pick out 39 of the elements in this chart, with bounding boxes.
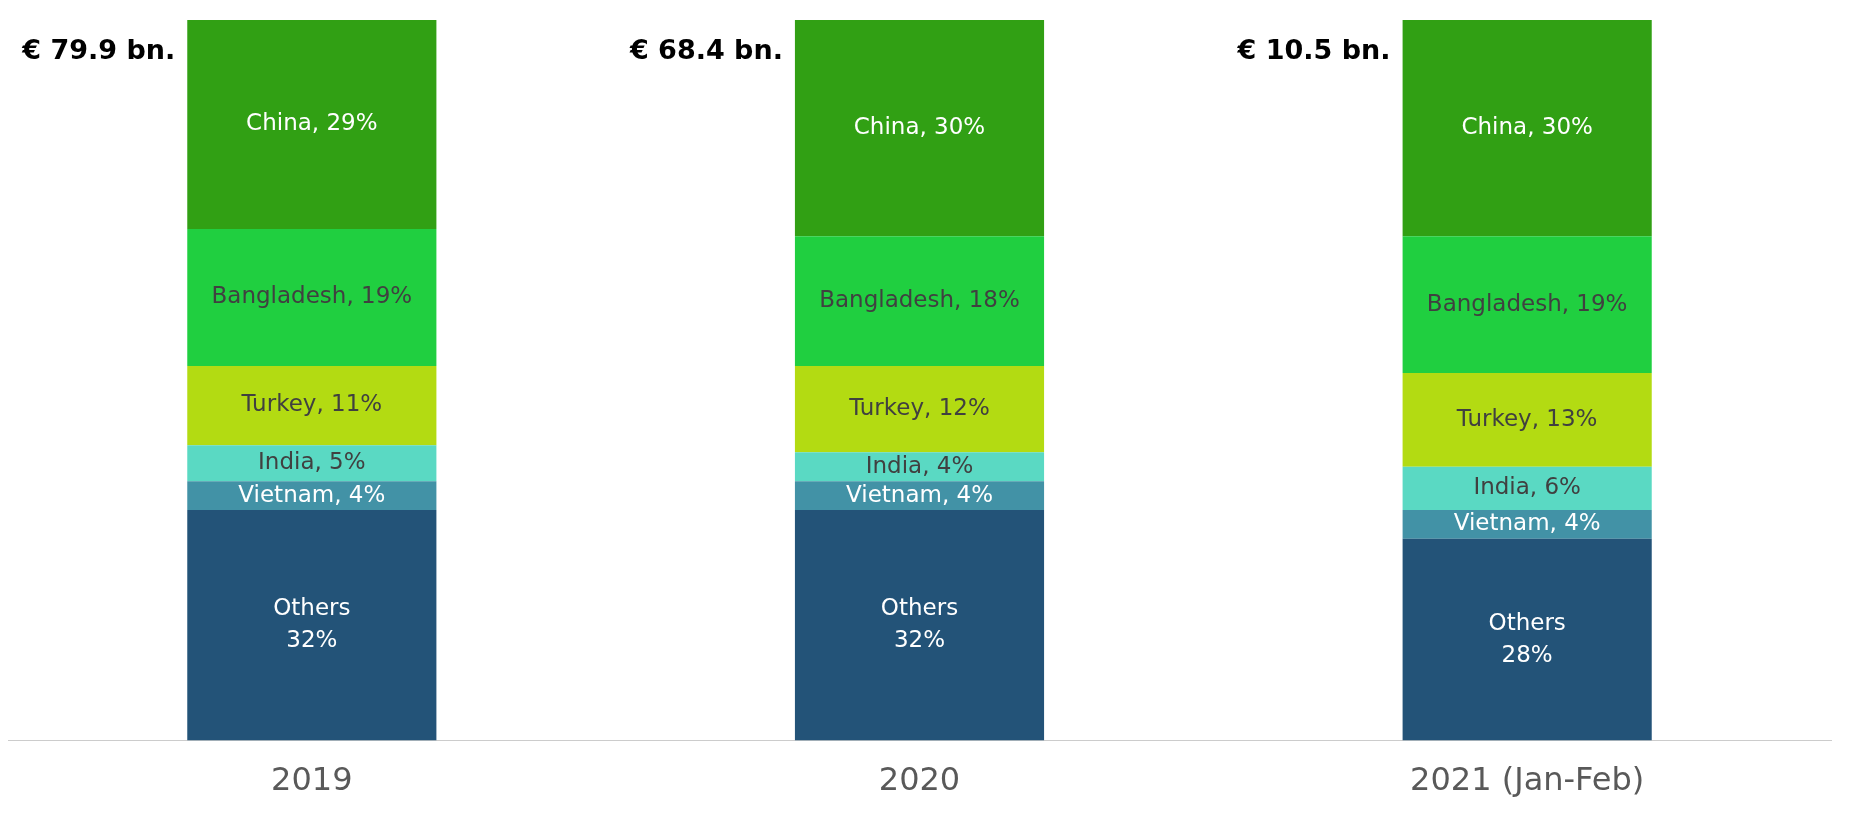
bar <box>187 20 437 229</box>
annotation: € 10.5 bn. <box>1236 33 1391 65</box>
data-label: Others 28% <box>1488 608 1566 667</box>
data-label: Others 32% <box>880 594 959 653</box>
data-label: Turkey, 12% <box>848 394 990 421</box>
data-label: Vietnam, 4% <box>238 480 386 507</box>
data-label: Bangladesh, 19% <box>211 282 413 309</box>
data-label: Bangladesh, 18% <box>819 286 1020 312</box>
bar <box>794 236 1045 366</box>
bar <box>187 365 437 446</box>
data-label: India, 5% <box>258 448 366 475</box>
bar <box>1402 538 1652 741</box>
data-label: Others 32% <box>273 594 351 653</box>
bar <box>794 510 1045 741</box>
bar <box>1402 20 1652 237</box>
x-tick-label: 2021 (Jan-Feb) <box>1410 760 1645 799</box>
data-label: Turkey, 11% <box>240 390 383 417</box>
x-tick-label: 2019 <box>271 760 353 799</box>
data-label: Bangladesh, 19% <box>1426 289 1628 316</box>
bar <box>1402 236 1652 374</box>
bar <box>187 510 437 741</box>
bar <box>1402 373 1652 467</box>
bar <box>794 365 1045 453</box>
bar <box>794 20 1045 237</box>
data-label: China, 30% <box>1461 113 1593 140</box>
data-label: Turkey, 13% <box>1455 404 1598 431</box>
x-tick-label: 2020 <box>878 760 961 799</box>
data-label: Vietnam, 4% <box>846 480 993 507</box>
annotation: € 68.4 bn. <box>628 33 783 65</box>
data-label: India, 6% <box>1473 473 1581 500</box>
bar <box>1402 466 1652 511</box>
data-label: India, 4% <box>865 451 974 478</box>
bar <box>187 445 437 482</box>
bar <box>794 452 1045 482</box>
data-label: China, 29% <box>246 109 378 136</box>
data-label: Vietnam, 4% <box>1453 509 1601 536</box>
bar <box>187 228 437 366</box>
data-label: China, 30% <box>853 113 986 140</box>
annotation: € 79.9 bn. <box>21 33 176 65</box>
